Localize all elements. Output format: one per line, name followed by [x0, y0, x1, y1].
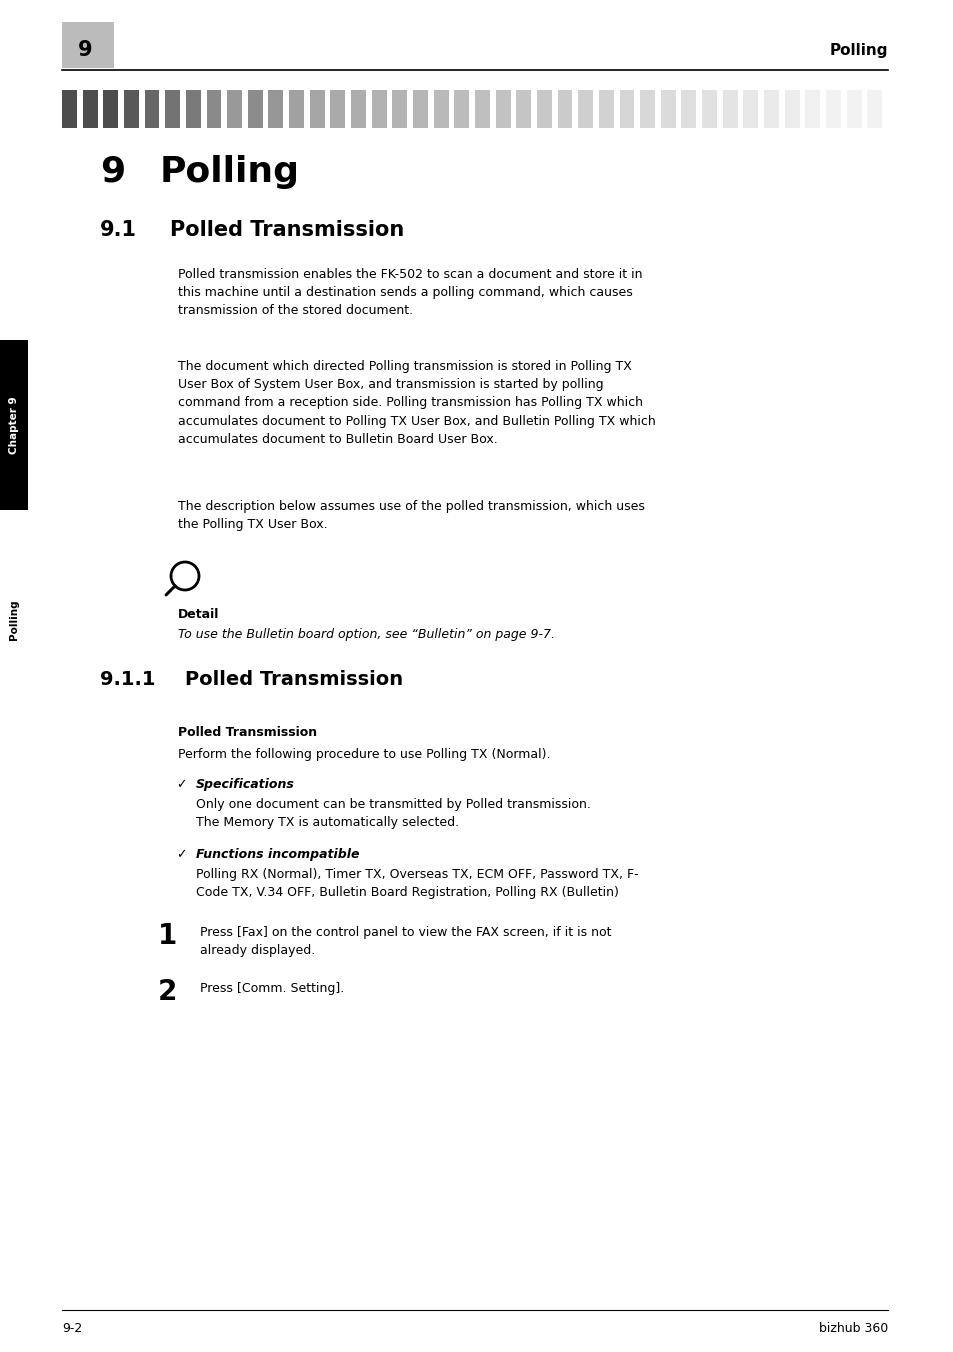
Bar	[372, 91, 386, 128]
Bar	[496, 91, 510, 128]
Text: Polled Transmission: Polled Transmission	[170, 220, 404, 241]
Text: Press [Fax] on the control panel to view the FAX screen, if it is not
already di: Press [Fax] on the control panel to view…	[200, 926, 611, 957]
Bar	[289, 91, 304, 128]
Text: 9-2: 9-2	[62, 1321, 82, 1334]
Bar	[454, 91, 469, 128]
Text: Chapter 9: Chapter 9	[9, 396, 19, 454]
Text: 9.1: 9.1	[100, 220, 137, 241]
Bar	[227, 91, 242, 128]
Text: 9: 9	[78, 41, 92, 59]
Bar	[618, 91, 634, 128]
Bar	[639, 91, 655, 128]
Bar	[475, 91, 489, 128]
Text: Polling: Polling	[828, 42, 887, 58]
Bar	[62, 22, 113, 68]
Bar	[248, 91, 262, 128]
Bar	[784, 91, 799, 128]
Bar	[62, 91, 77, 128]
Bar	[578, 91, 593, 128]
Text: 9: 9	[100, 155, 125, 189]
Text: bizhub 360: bizhub 360	[818, 1321, 887, 1334]
Bar	[660, 91, 675, 128]
Text: 9.1.1: 9.1.1	[100, 671, 155, 690]
Bar	[537, 91, 551, 128]
Bar	[310, 91, 324, 128]
Bar	[392, 91, 407, 128]
Text: To use the Bulletin board option, see “Bulletin” on page 9-7.: To use the Bulletin board option, see “B…	[178, 627, 555, 641]
Bar	[742, 91, 758, 128]
Bar	[268, 91, 283, 128]
Bar	[516, 91, 531, 128]
Bar	[145, 91, 159, 128]
Text: Polling RX (Normal), Timer TX, Overseas TX, ECM OFF, Password TX, F-
Code TX, V.: Polling RX (Normal), Timer TX, Overseas …	[195, 868, 638, 899]
Text: ✓: ✓	[175, 848, 186, 861]
Bar	[557, 91, 572, 128]
Bar	[701, 91, 717, 128]
Text: 2: 2	[158, 977, 177, 1006]
Bar	[330, 91, 345, 128]
Text: The description below assumes use of the polled transmission, which uses
the Pol: The description below assumes use of the…	[178, 500, 644, 531]
Text: Perform the following procedure to use Polling TX (Normal).: Perform the following procedure to use P…	[178, 748, 550, 761]
Text: Press [Comm. Setting].: Press [Comm. Setting].	[200, 982, 344, 995]
Bar	[680, 91, 696, 128]
Bar	[825, 91, 840, 128]
Bar	[598, 91, 613, 128]
Bar	[722, 91, 737, 128]
Bar	[207, 91, 221, 128]
Text: Polled Transmission: Polled Transmission	[178, 726, 316, 740]
Text: Polled transmission enables the FK-502 to scan a document and store it in
this m: Polled transmission enables the FK-502 t…	[178, 268, 641, 318]
Bar	[763, 91, 779, 128]
Text: Detail: Detail	[178, 608, 219, 621]
Bar	[434, 91, 448, 128]
Bar	[0, 339, 28, 510]
Text: Polled Transmission: Polled Transmission	[185, 671, 403, 690]
Text: Only one document can be transmitted by Polled transmission.
The Memory TX is au: Only one document can be transmitted by …	[195, 798, 590, 829]
Text: The document which directed Polling transmission is stored in Polling TX
User Bo: The document which directed Polling tran…	[178, 360, 655, 446]
Bar	[351, 91, 366, 128]
Text: ✓: ✓	[175, 777, 186, 791]
Bar	[83, 91, 97, 128]
Text: Specifications: Specifications	[195, 777, 294, 791]
Bar	[124, 91, 139, 128]
Text: 1: 1	[158, 922, 177, 950]
Text: Polling: Polling	[160, 155, 299, 189]
Text: Functions incompatible: Functions incompatible	[195, 848, 359, 861]
Bar	[846, 91, 861, 128]
Bar	[165, 91, 180, 128]
Bar	[103, 91, 118, 128]
Bar	[804, 91, 820, 128]
Bar	[866, 91, 882, 128]
Bar	[413, 91, 428, 128]
Bar	[186, 91, 200, 128]
Text: Polling: Polling	[9, 600, 19, 641]
